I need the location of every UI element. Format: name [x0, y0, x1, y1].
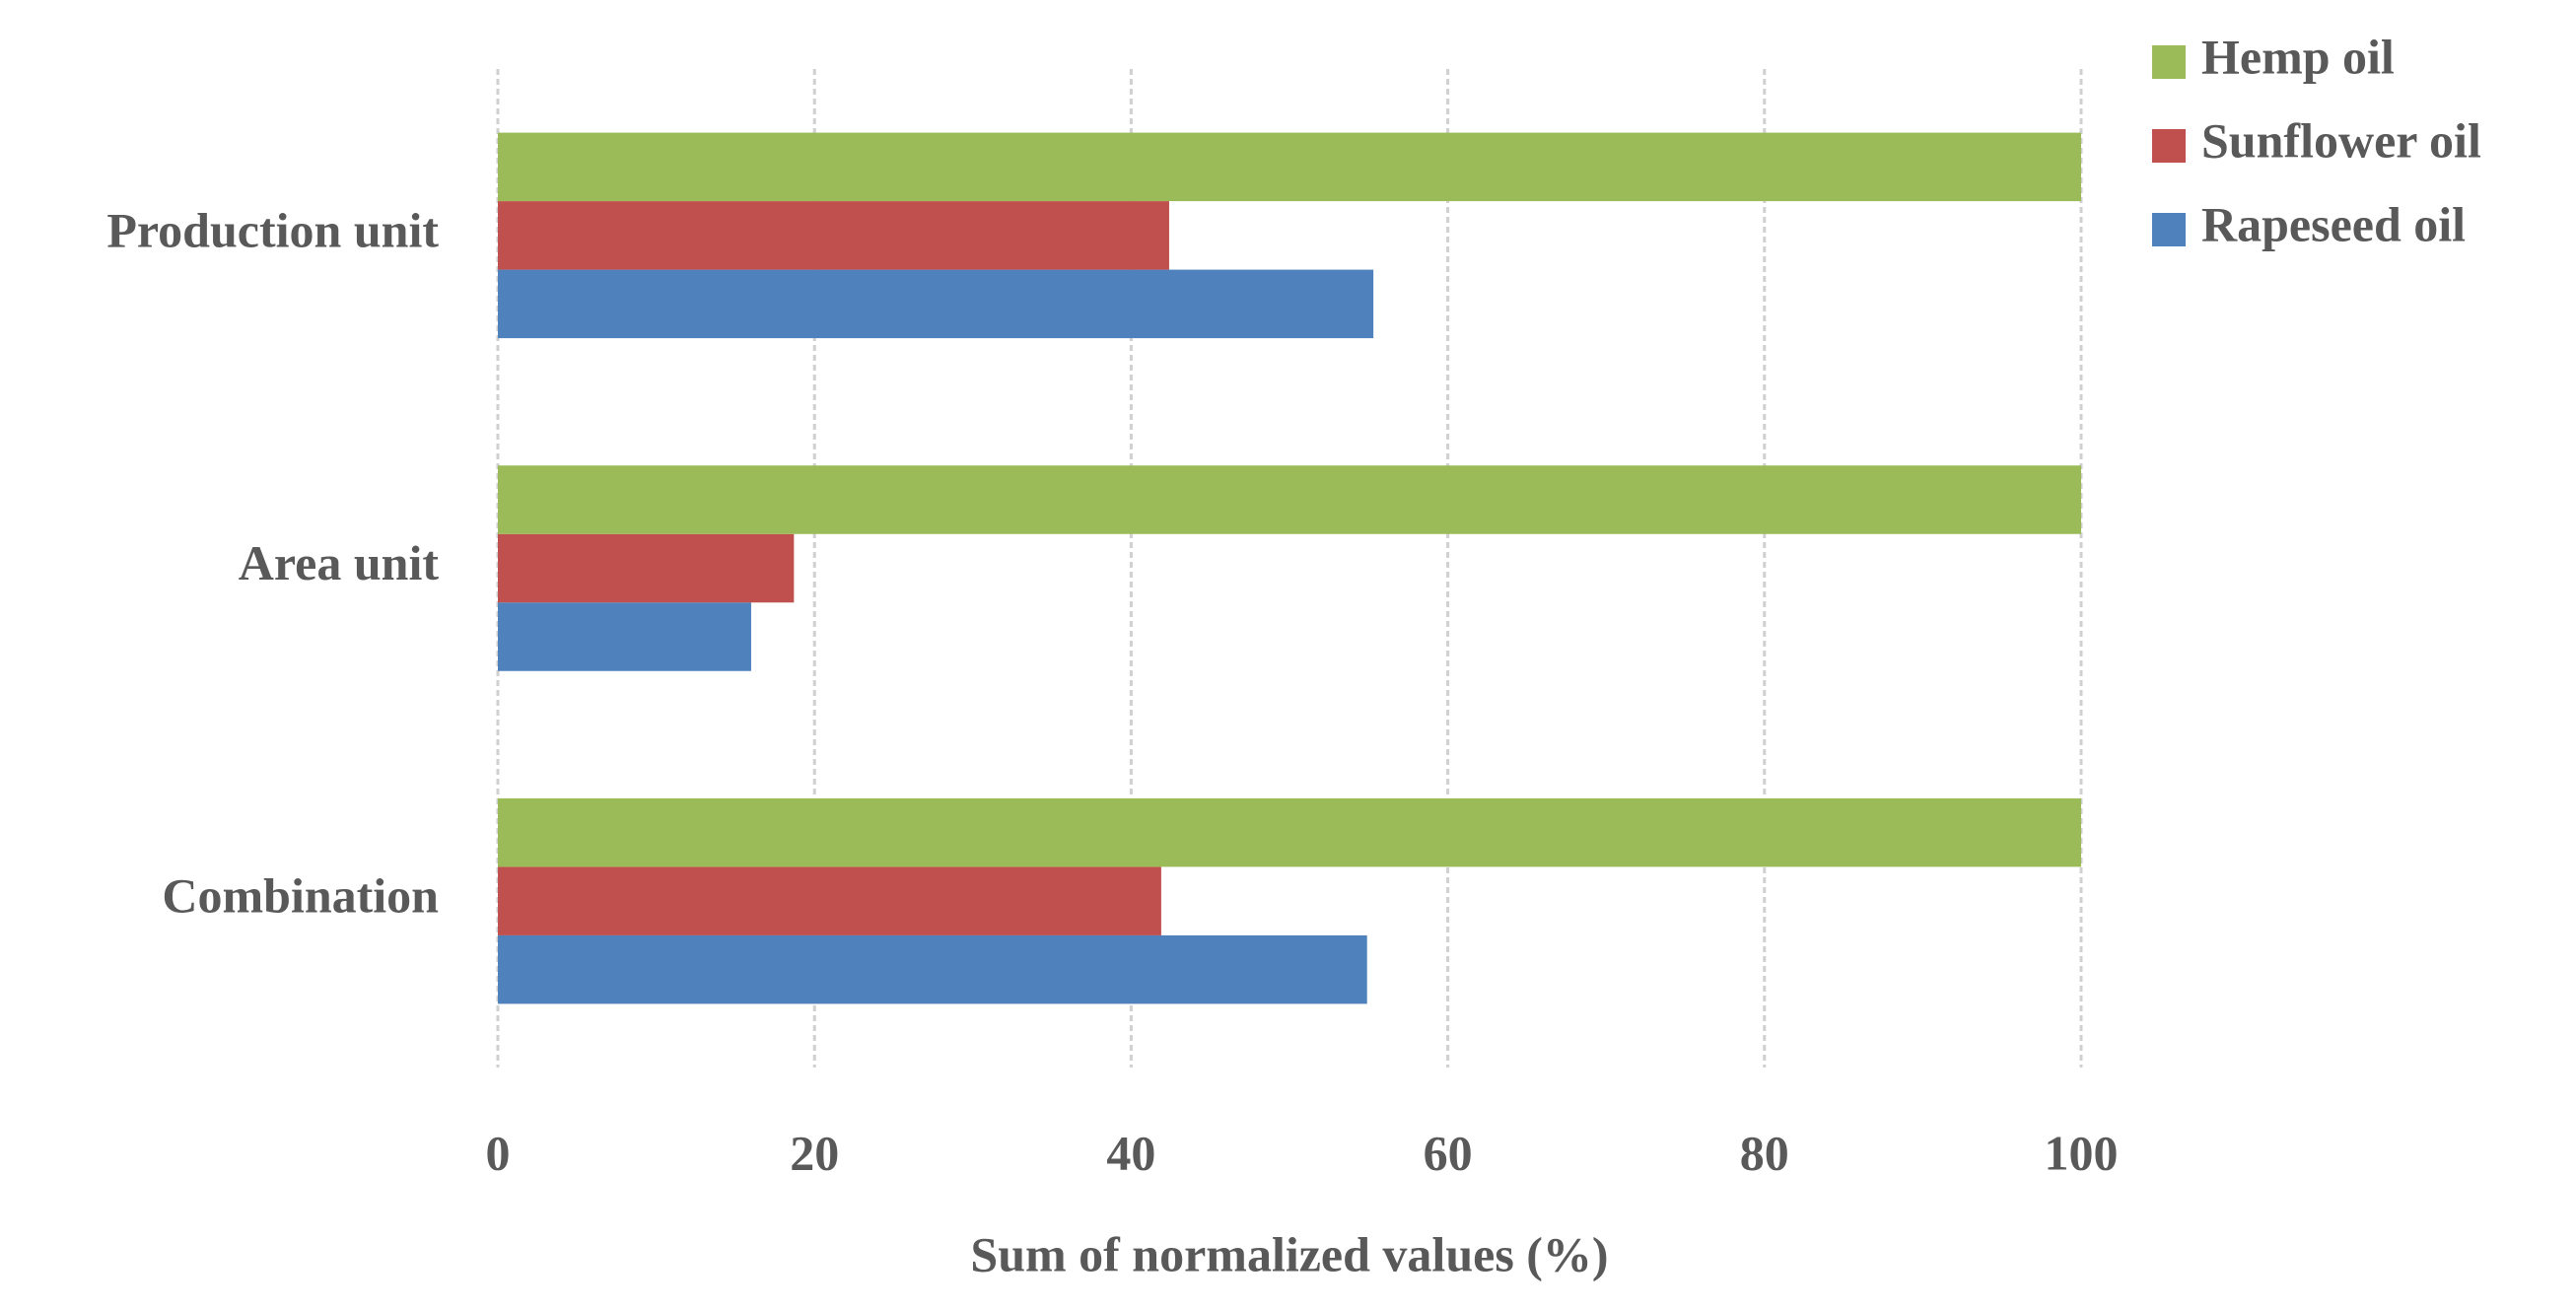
- x-tick-label: 80: [1740, 1125, 1789, 1180]
- y-tick-label: Area unit: [239, 535, 440, 590]
- legend-swatch: [2152, 213, 2186, 246]
- x-tick-label: 0: [486, 1125, 511, 1180]
- bar: [498, 533, 795, 603]
- y-tick-label: Production unit: [106, 202, 439, 257]
- x-tick-label: 100: [2045, 1125, 2119, 1180]
- x-tick-label: 20: [790, 1125, 839, 1180]
- x-tick-label: 40: [1106, 1125, 1155, 1180]
- legend-label: Sunflower oil: [2201, 112, 2481, 168]
- legend-label: Hemp oil: [2201, 29, 2395, 84]
- legend-label: Rapeseed oil: [2201, 196, 2466, 251]
- bar: [498, 465, 2081, 534]
- y-tick-label: Combination: [162, 868, 439, 924]
- bar: [498, 602, 751, 671]
- bar: [498, 201, 1169, 270]
- bar: [498, 269, 1374, 339]
- x-tick-label: 60: [1424, 1125, 1473, 1180]
- bar: [498, 132, 2081, 202]
- bar: [498, 934, 1367, 1004]
- x-axis-title: Sum of normalized values (%): [970, 1226, 1608, 1281]
- legend-swatch: [2152, 129, 2186, 163]
- bar: [498, 866, 1161, 935]
- bar: [498, 797, 2081, 867]
- legend-swatch: [2152, 45, 2186, 79]
